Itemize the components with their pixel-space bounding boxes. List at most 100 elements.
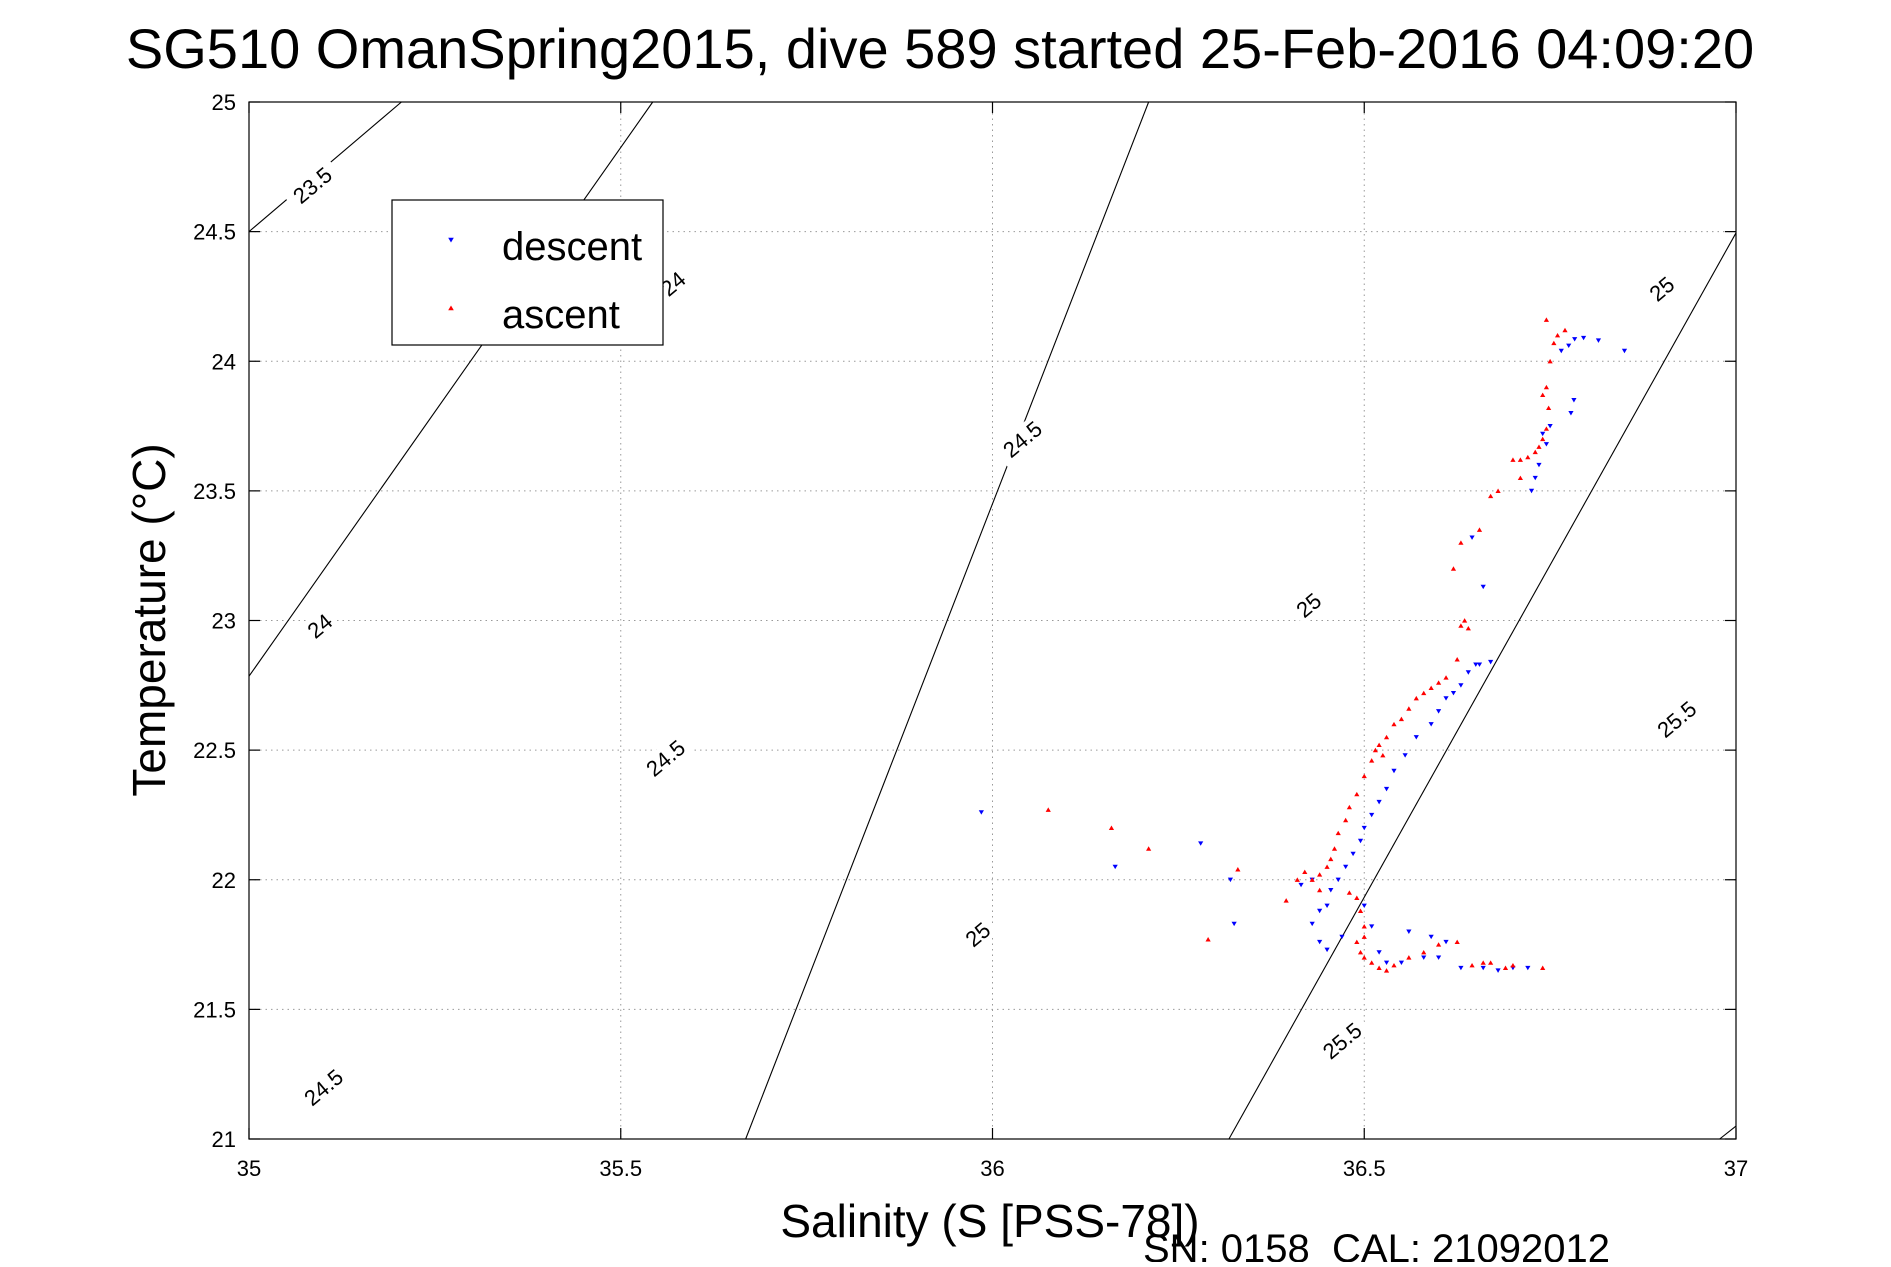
ascent-point: [1294, 877, 1300, 882]
ascent-point: [1488, 493, 1494, 499]
descent-point: [1566, 343, 1572, 349]
descent-point: [1227, 877, 1234, 883]
descent-point: [1469, 535, 1475, 540]
y-axis-ticks: 21 21.5 22 22.5 23 23.5 24 24.5 25: [193, 90, 1736, 1152]
contour-label-background: [282, 157, 343, 213]
descent-point: [1458, 965, 1464, 971]
ascent-point: [1458, 540, 1464, 545]
ascent-point: [1450, 566, 1457, 571]
ascent-point: [1532, 449, 1538, 455]
descent-point: [1621, 348, 1628, 354]
descent-point: [1568, 411, 1574, 416]
ascent-point: [1317, 887, 1323, 893]
y-tick-label: 25: [212, 90, 236, 115]
descent-point: [1480, 965, 1486, 971]
descent-point: [1361, 825, 1367, 831]
ascent-point: [1443, 675, 1449, 680]
descent-point: [1198, 841, 1204, 846]
ascent-point: [1454, 657, 1460, 662]
x-tick-label: 35.5: [599, 1156, 642, 1181]
ascent-point: [1391, 962, 1397, 968]
descent-point: [1369, 924, 1375, 929]
ascent-point: [1436, 942, 1442, 947]
density-contour-line: [745, 101, 1150, 1140]
ascent-point: [1413, 695, 1419, 701]
contour-label-background: [1646, 691, 1707, 747]
descent-point: [1317, 908, 1323, 914]
ascent-point: [1369, 758, 1375, 763]
descent-point: [1488, 659, 1494, 665]
descent-point: [1528, 488, 1535, 494]
legend-label-descent: descent: [502, 225, 642, 269]
descent-point: [1391, 768, 1397, 774]
ascent-point: [1376, 742, 1382, 748]
data-points: [978, 317, 1628, 973]
contour-label-background: [299, 605, 340, 646]
descent-point: [1350, 851, 1356, 857]
descent-point: [1398, 960, 1405, 966]
ascent-point: [1376, 965, 1382, 970]
x-tick-label: 36.5: [1343, 1156, 1386, 1181]
ascent-point: [1357, 950, 1364, 955]
ascent-point: [1543, 384, 1550, 390]
ascent-point: [1346, 890, 1352, 895]
descent-point: [1473, 662, 1479, 667]
y-axis-label: Temperature (°C): [123, 443, 175, 796]
descent-point: [1536, 462, 1542, 468]
descent-point: [1443, 696, 1449, 701]
ascent-point: [1543, 317, 1550, 322]
legend-marker-ascent: [448, 305, 454, 311]
ascent-point: [1354, 895, 1360, 900]
chart-title: SG510 OmanSpring2015, dive 589 started 2…: [126, 17, 1754, 80]
contour-label-background: [992, 411, 1053, 467]
descent-point: [1421, 955, 1427, 960]
descent-point: [1458, 683, 1464, 688]
descent-point: [1376, 950, 1382, 955]
ascent-point: [1354, 939, 1360, 945]
ascent-point: [1406, 706, 1412, 711]
x-axis-label: Salinity (S [PSS-78]): [780, 1195, 1199, 1247]
ascent-point: [1372, 747, 1379, 753]
x-tick-label: 36: [980, 1156, 1004, 1181]
ascent-point: [1465, 625, 1471, 631]
ascent-point: [1383, 968, 1390, 973]
descent-point: [1540, 431, 1546, 437]
descent-point: [1357, 838, 1364, 844]
y-tick-label: 22.5: [193, 738, 236, 763]
descent-point: [1231, 921, 1237, 927]
descent-point: [1328, 888, 1334, 893]
y-tick-label: 22: [212, 868, 236, 893]
y-tick-label: 23: [212, 609, 236, 634]
descent-point: [1369, 812, 1375, 818]
ascent-point: [1462, 618, 1468, 623]
descent-point: [1532, 475, 1538, 481]
ascent-point: [1369, 960, 1375, 965]
ascent-point: [1045, 807, 1051, 812]
descent-point: [1335, 877, 1341, 883]
x-tick-label: 35: [237, 1156, 261, 1181]
descent-point: [1324, 903, 1330, 909]
ascent-point: [1317, 872, 1323, 877]
ascent-point: [1436, 680, 1442, 685]
y-tick-label: 24.5: [193, 220, 236, 245]
descent-point: [1595, 338, 1602, 343]
descent-point: [1443, 939, 1449, 945]
y-tick-label: 21.5: [193, 997, 236, 1022]
descent-point: [1495, 968, 1501, 973]
descent-point: [1543, 442, 1550, 447]
ascent-point: [1476, 527, 1483, 532]
y-tick-label: 21: [212, 1127, 236, 1152]
ascent-point: [1454, 939, 1460, 945]
descent-point: [1112, 864, 1118, 870]
descent-point: [1298, 882, 1304, 888]
ascent-point: [1406, 955, 1412, 960]
ascent-point: [1343, 817, 1349, 823]
contour-label-background: [635, 730, 696, 786]
ascent-point: [1357, 908, 1364, 913]
ascent-point: [1488, 960, 1494, 965]
ascent-point: [1283, 898, 1289, 903]
ascent-point: [1546, 405, 1552, 410]
ascent-point: [1421, 690, 1427, 696]
ascent-point: [1205, 937, 1211, 942]
